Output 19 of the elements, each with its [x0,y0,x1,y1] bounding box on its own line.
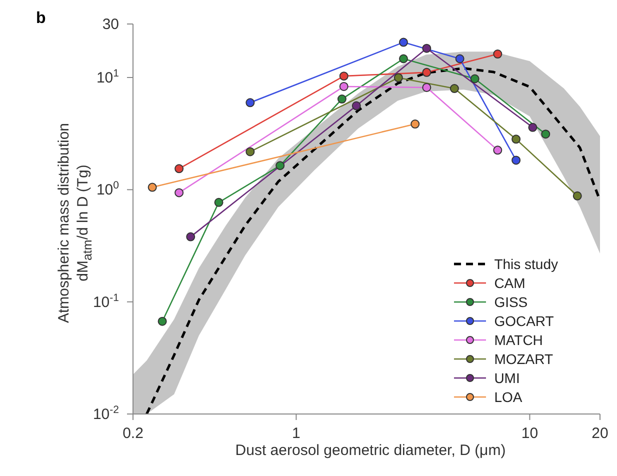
x-tick-label: 10 [521,425,538,442]
legend-label: MATCH [494,332,543,348]
x-tick-label: 20 [592,425,608,442]
y-tick-label: 10$^{0}$ [96,180,120,199]
x-tick-label: 0.2 [122,425,144,442]
x-tick-label: 1 [292,425,300,442]
y-tick-label: 10$^{-1}$ [92,292,120,311]
y-tick-label: 10$^{1}$ [96,68,120,87]
x-axis-title: Dust aerosol geometric diameter, D (μm) [234,442,507,459]
legend-label: GISS [494,294,528,310]
legend-label: CAM [494,274,526,290]
legend-label: UMI [494,370,520,386]
legend-label: MOZART [494,350,554,366]
y-tick-label: 30 [102,16,119,33]
y-tick-label: 10$^{-2}$ [92,404,120,423]
legend-label: GOCART [494,312,554,328]
legend-label: This study [494,256,558,272]
chart-title: b [36,10,46,28]
legend-label: LOA [494,388,522,404]
